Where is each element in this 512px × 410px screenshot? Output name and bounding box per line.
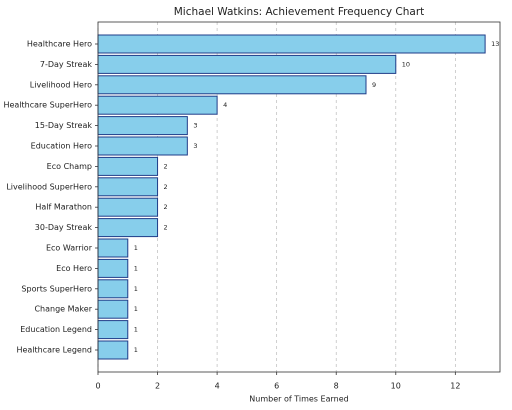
data-label: 3 — [193, 122, 197, 130]
bar — [97, 218, 159, 238]
data-label: 1 — [134, 326, 138, 334]
y-tick-label: Sports SuperHero — [21, 284, 92, 293]
bar — [97, 299, 129, 319]
bar — [97, 34, 486, 54]
data-label: 10 — [402, 60, 410, 68]
data-label: 3 — [193, 142, 197, 150]
x-tick-label: 0 — [95, 382, 100, 391]
data-label: 9 — [372, 81, 376, 89]
x-tick-label: 2 — [155, 382, 160, 391]
y-tick-label: Healthcare SuperHero — [3, 101, 92, 110]
bar — [97, 156, 159, 176]
bar — [97, 238, 129, 258]
bar — [97, 197, 159, 217]
bar — [97, 95, 218, 115]
x-tick-label: 12 — [450, 382, 460, 391]
bar — [97, 116, 188, 136]
data-label: 4 — [223, 101, 227, 109]
y-tick-label: Education Hero — [31, 142, 92, 151]
data-label: 1 — [134, 346, 138, 354]
bar — [97, 340, 129, 360]
data-label: 2 — [164, 183, 168, 191]
x-tick-label: 8 — [334, 382, 339, 391]
bar — [97, 75, 367, 95]
y-tick-label: Eco Champ — [47, 162, 92, 171]
y-tick-label: Half Marathon — [35, 203, 92, 212]
data-label: 1 — [134, 305, 138, 313]
x-tick-label: 6 — [274, 382, 279, 391]
x-tick-label: 4 — [215, 382, 220, 391]
y-tick-label: 30-Day Streak — [35, 223, 93, 232]
bar — [97, 279, 129, 299]
bar — [97, 136, 188, 156]
x-tick-label: 10 — [391, 382, 401, 391]
chart-title: Michael Watkins: Achievement Frequency C… — [174, 6, 425, 18]
bar — [97, 54, 397, 74]
bar — [97, 320, 129, 340]
data-label: 13 — [491, 40, 499, 48]
y-tick-label: Education Legend — [20, 325, 92, 334]
bar — [97, 177, 159, 197]
data-label: 2 — [164, 203, 168, 211]
bar — [97, 258, 129, 278]
data-label: 1 — [134, 244, 138, 252]
y-tick-label: 15-Day Streak — [35, 121, 93, 130]
y-tick-label: Eco Hero — [56, 264, 92, 273]
plot-frame — [97, 21, 501, 373]
y-tick-label: Change Maker — [34, 305, 92, 314]
y-tick-label: Livelihood SuperHero — [6, 182, 92, 191]
y-tick-label: Livelihood Hero — [30, 80, 92, 89]
x-axis-label: Number of Times Earned — [249, 395, 348, 404]
data-label: 2 — [164, 162, 168, 170]
data-label: 1 — [134, 264, 138, 272]
y-tick-label: Eco Warrior — [46, 244, 93, 253]
data-label: 2 — [164, 224, 168, 232]
y-tick-label: Healthcare Legend — [16, 346, 92, 355]
y-tick-label: 7-Day Streak — [40, 60, 92, 69]
y-tick-label: Healthcare Hero — [27, 40, 92, 49]
data-label: 1 — [134, 285, 138, 293]
